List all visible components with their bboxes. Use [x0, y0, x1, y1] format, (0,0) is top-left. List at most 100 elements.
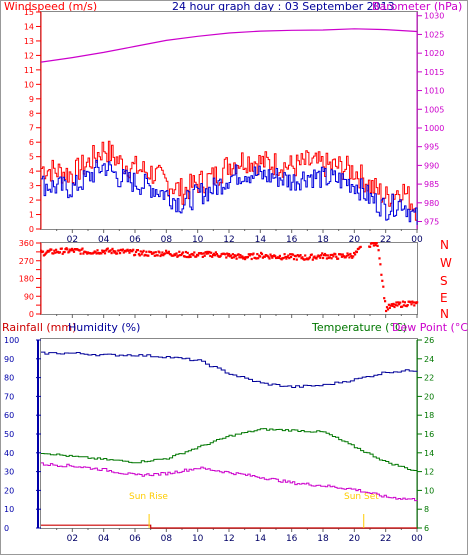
- direction-point: [398, 303, 401, 306]
- direction-point: [379, 263, 382, 266]
- direction-point: [385, 306, 389, 309]
- direction-point: [207, 252, 210, 255]
- direction-point: [226, 252, 229, 255]
- direction-point: [351, 256, 354, 259]
- direction-point: [104, 249, 108, 252]
- direction-point: [355, 250, 358, 254]
- direction-point: [290, 255, 293, 259]
- direction-point: [394, 303, 397, 306]
- direction-point: [349, 252, 352, 256]
- x-tick-label: 16: [286, 235, 298, 245]
- direction-point: [72, 250, 76, 253]
- direction-point: [241, 255, 244, 258]
- direction-point: [110, 252, 113, 255]
- direction-point: [390, 303, 393, 306]
- direction-point: [416, 301, 419, 304]
- compass-label-n-top: N: [440, 238, 449, 252]
- temperature-tick-label: 14: [424, 449, 434, 458]
- direction-point: [292, 258, 296, 261]
- direction-point: [128, 251, 131, 254]
- direction-point: [342, 255, 345, 258]
- x-tick-label: 12: [223, 235, 234, 245]
- direction-point: [154, 251, 157, 254]
- direction-point: [310, 253, 313, 256]
- direction-point: [197, 254, 200, 257]
- direction-point: [322, 256, 325, 260]
- direction-point: [285, 257, 288, 260]
- direction-point: [138, 254, 141, 257]
- direction-point: [388, 306, 391, 309]
- direction-point: [203, 254, 206, 257]
- windspeed-tick-label: 11: [24, 66, 34, 75]
- direction-point: [103, 252, 107, 255]
- direction-point: [85, 251, 88, 254]
- direction-point: [43, 253, 46, 256]
- direction-point: [354, 253, 357, 256]
- direction-point: [132, 248, 135, 251]
- direction-point: [66, 248, 69, 251]
- direction-point: [392, 302, 395, 305]
- direction-point: [294, 255, 297, 258]
- compass-label-n-bottom: N: [440, 307, 449, 321]
- direction-point: [141, 251, 144, 254]
- direction-point: [134, 250, 138, 253]
- direction-point: [150, 251, 153, 254]
- windspeed-line: [41, 159, 418, 225]
- direction-point: [385, 309, 388, 313]
- barometer-tick-label: 1015: [424, 68, 444, 77]
- direction-point: [244, 258, 247, 261]
- direction-point: [212, 253, 215, 257]
- temperature-tick-label: 16: [424, 430, 434, 439]
- direction-point: [214, 251, 217, 254]
- direction-point: [255, 257, 258, 260]
- x-tick-label: 02: [67, 235, 78, 245]
- direction-point: [71, 247, 74, 250]
- x-tick-label: 00: [411, 235, 423, 245]
- direction-point: [127, 249, 130, 252]
- windspeed-axis-title: Windspeed (m/s): [4, 0, 97, 13]
- direction-point: [237, 253, 240, 256]
- direction-point: [259, 255, 262, 258]
- direction-point: [68, 250, 71, 253]
- direction-point: [403, 301, 406, 304]
- humidity-tick-label: 30: [4, 468, 14, 477]
- direction-tick-label: 180: [19, 275, 34, 284]
- windspeed-tick-label: 6: [29, 138, 34, 147]
- direction-point: [211, 255, 214, 258]
- direction-point: [116, 252, 119, 255]
- x-tick-label: 06: [129, 235, 141, 245]
- direction-point: [61, 252, 64, 255]
- direction-point: [252, 252, 255, 255]
- direction-point: [270, 255, 273, 258]
- direction-point: [40, 249, 43, 252]
- barometer-line: [40, 28, 418, 63]
- humidity-tick-label: 0: [4, 524, 9, 533]
- windspeed-tick-label: 4: [29, 167, 34, 176]
- direction-point: [282, 256, 285, 260]
- direction-point: [249, 253, 252, 256]
- direction-point: [239, 254, 242, 257]
- direction-point: [205, 252, 208, 255]
- direction-point: [410, 303, 413, 306]
- direction-point: [311, 258, 314, 261]
- direction-point: [60, 247, 63, 250]
- humidity-tick-label: 60: [4, 411, 14, 420]
- x-tick-label: 02: [67, 534, 78, 544]
- direction-point: [100, 252, 103, 255]
- direction-point: [227, 254, 230, 257]
- direction-point: [348, 256, 351, 259]
- direction-point: [206, 250, 209, 253]
- direction-point: [122, 251, 125, 254]
- humidity-tick-label: 100: [4, 336, 19, 345]
- direction-point: [412, 301, 415, 304]
- direction-point: [386, 308, 390, 311]
- direction-point: [346, 252, 349, 255]
- direction-point: [277, 256, 280, 259]
- direction-point: [238, 256, 241, 259]
- direction-point: [70, 249, 73, 252]
- direction-point: [111, 247, 114, 250]
- humidity-tick-label: 10: [4, 505, 14, 514]
- direction-point: [78, 249, 81, 252]
